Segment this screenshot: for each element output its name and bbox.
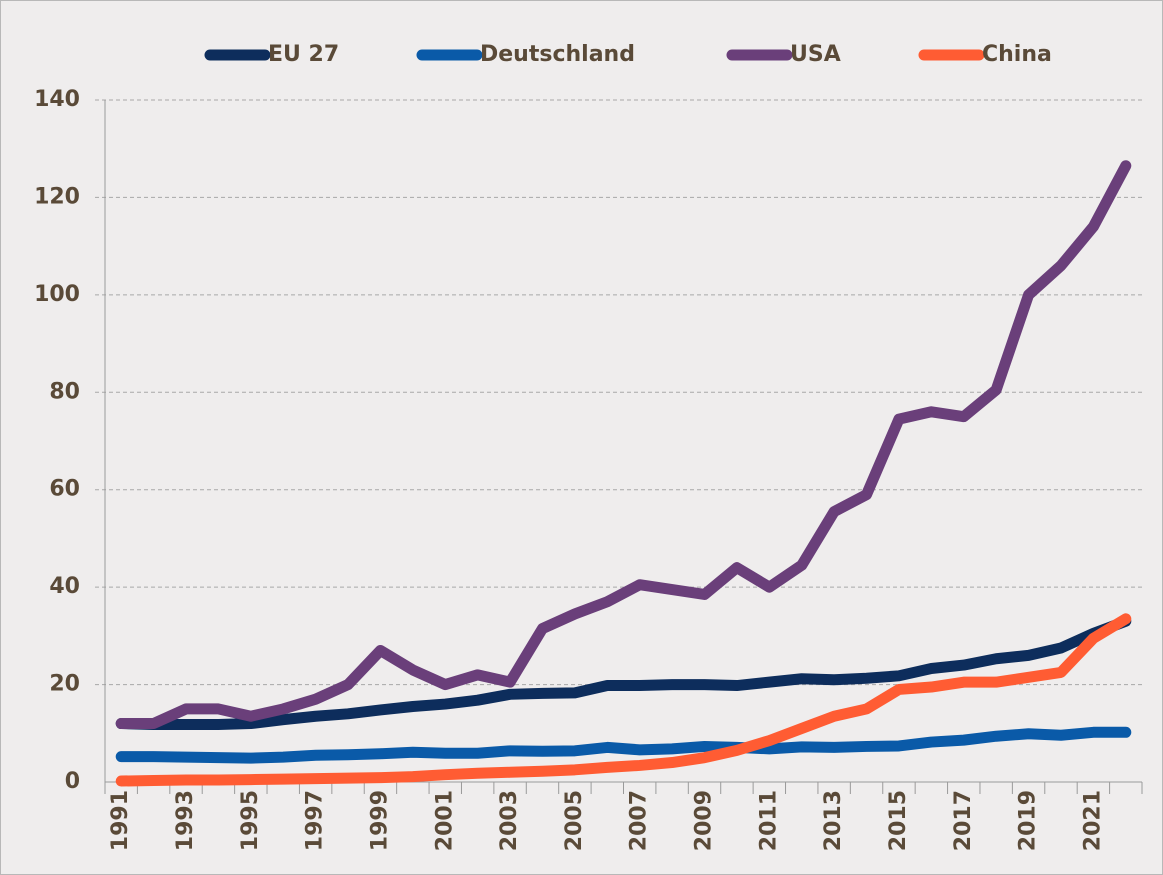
x-tick-label: 1997 [303,790,328,851]
x-tick-label: 2001 [432,790,457,851]
series-line [115,160,1132,730]
series-line [115,615,1132,731]
y-tick-label: 20 [49,672,80,697]
x-tick-label: 2015 [886,790,911,851]
series-line [115,726,1132,764]
y-tick-label: 60 [49,477,80,502]
legend-label: USA [790,42,841,67]
x-tick-label: 2003 [497,790,522,851]
y-tick-label: 80 [49,379,80,404]
y-tick-label: 0 [65,769,80,794]
y-tick-label: 100 [34,282,80,307]
y-tick-label: 40 [49,574,80,599]
x-tick-label: 1999 [367,790,392,851]
x-tick-label: 2017 [951,790,976,851]
x-tick-label: 1991 [108,790,133,851]
x-tick-label: 2011 [756,790,781,851]
legend-label: China [982,42,1052,67]
legend-label: EU 27 [268,42,339,67]
x-tick-label: 2019 [1016,790,1041,851]
series-line [115,613,1132,787]
y-tick-label: 120 [34,184,80,209]
x-tick-label: 1995 [238,790,263,851]
x-tick-label: 2007 [627,790,652,851]
x-tick-label: 2021 [1080,790,1105,851]
legend-label: Deutschland [480,42,635,67]
x-tick-label: 2009 [692,790,717,851]
x-tick-label: 1993 [173,790,198,851]
x-tick-label: 2005 [562,790,587,851]
x-tick-label: 2013 [821,790,846,851]
y-tick-label: 140 [34,87,80,112]
